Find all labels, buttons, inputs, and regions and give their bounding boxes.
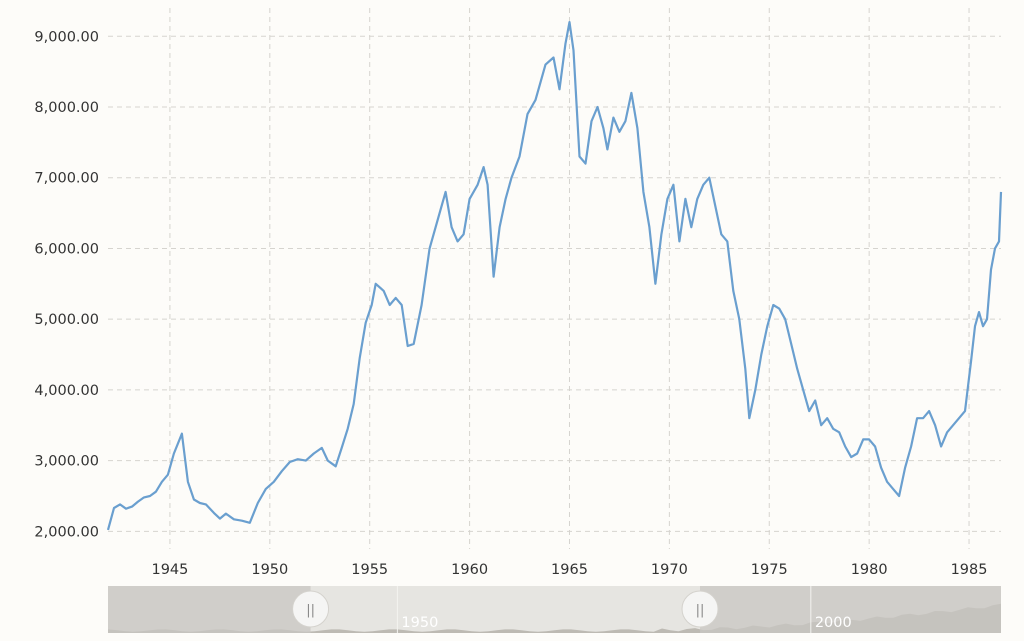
- handle-grip-icon: ||: [306, 603, 315, 618]
- y-tick-label: 7,000.00: [34, 171, 99, 187]
- x-tick-label: 1945: [151, 562, 188, 578]
- y-axis-labels: 2,000.00 3,000.00 4,000.00 5,000.00 6,000.00…: [34, 29, 99, 540]
- x-tick-label: 1985: [951, 562, 988, 578]
- x-axis-labels: 1945 1950 1955 1960 1965 1970 1975 1980 1985: [151, 562, 987, 578]
- series-line: [106, 21, 1003, 531]
- x-tick-label: 1965: [551, 562, 588, 578]
- navigator-label: 2000: [815, 615, 852, 631]
- navigator-mask-left: [108, 586, 311, 633]
- navigator-mask-right: [700, 586, 1001, 633]
- y-tick-label: 4,000.00: [34, 383, 99, 399]
- navigator-handle-right[interactable]: ||: [681, 590, 719, 628]
- x-tick-label: 1960: [451, 562, 488, 578]
- x-tick-label: 1955: [351, 562, 388, 578]
- x-tick-label: 1980: [851, 562, 888, 578]
- navigator-handle-left[interactable]: ||: [292, 590, 330, 628]
- y-tick-label: 6,000.00: [34, 241, 99, 257]
- handle-grip-icon: ||: [696, 603, 705, 618]
- series-layer: [106, 21, 1003, 531]
- navigator-labels: 1950 2000: [396, 586, 852, 633]
- x-tick-label: 1970: [651, 562, 688, 578]
- y-tick-label: 3,000.00: [34, 454, 99, 470]
- navigator-label: 1950: [401, 615, 438, 631]
- y-tick-label: 2,000.00: [34, 524, 99, 540]
- y-tick-label: 9,000.00: [34, 29, 99, 45]
- range-navigator[interactable]: 1950 2000 || ||: [108, 586, 1001, 633]
- y-tick-label: 5,000.00: [34, 312, 99, 328]
- x-tick-label: 1950: [251, 562, 288, 578]
- grid-lines: [108, 8, 1001, 549]
- y-tick-label: 8,000.00: [34, 100, 99, 116]
- x-tick-label: 1975: [751, 562, 788, 578]
